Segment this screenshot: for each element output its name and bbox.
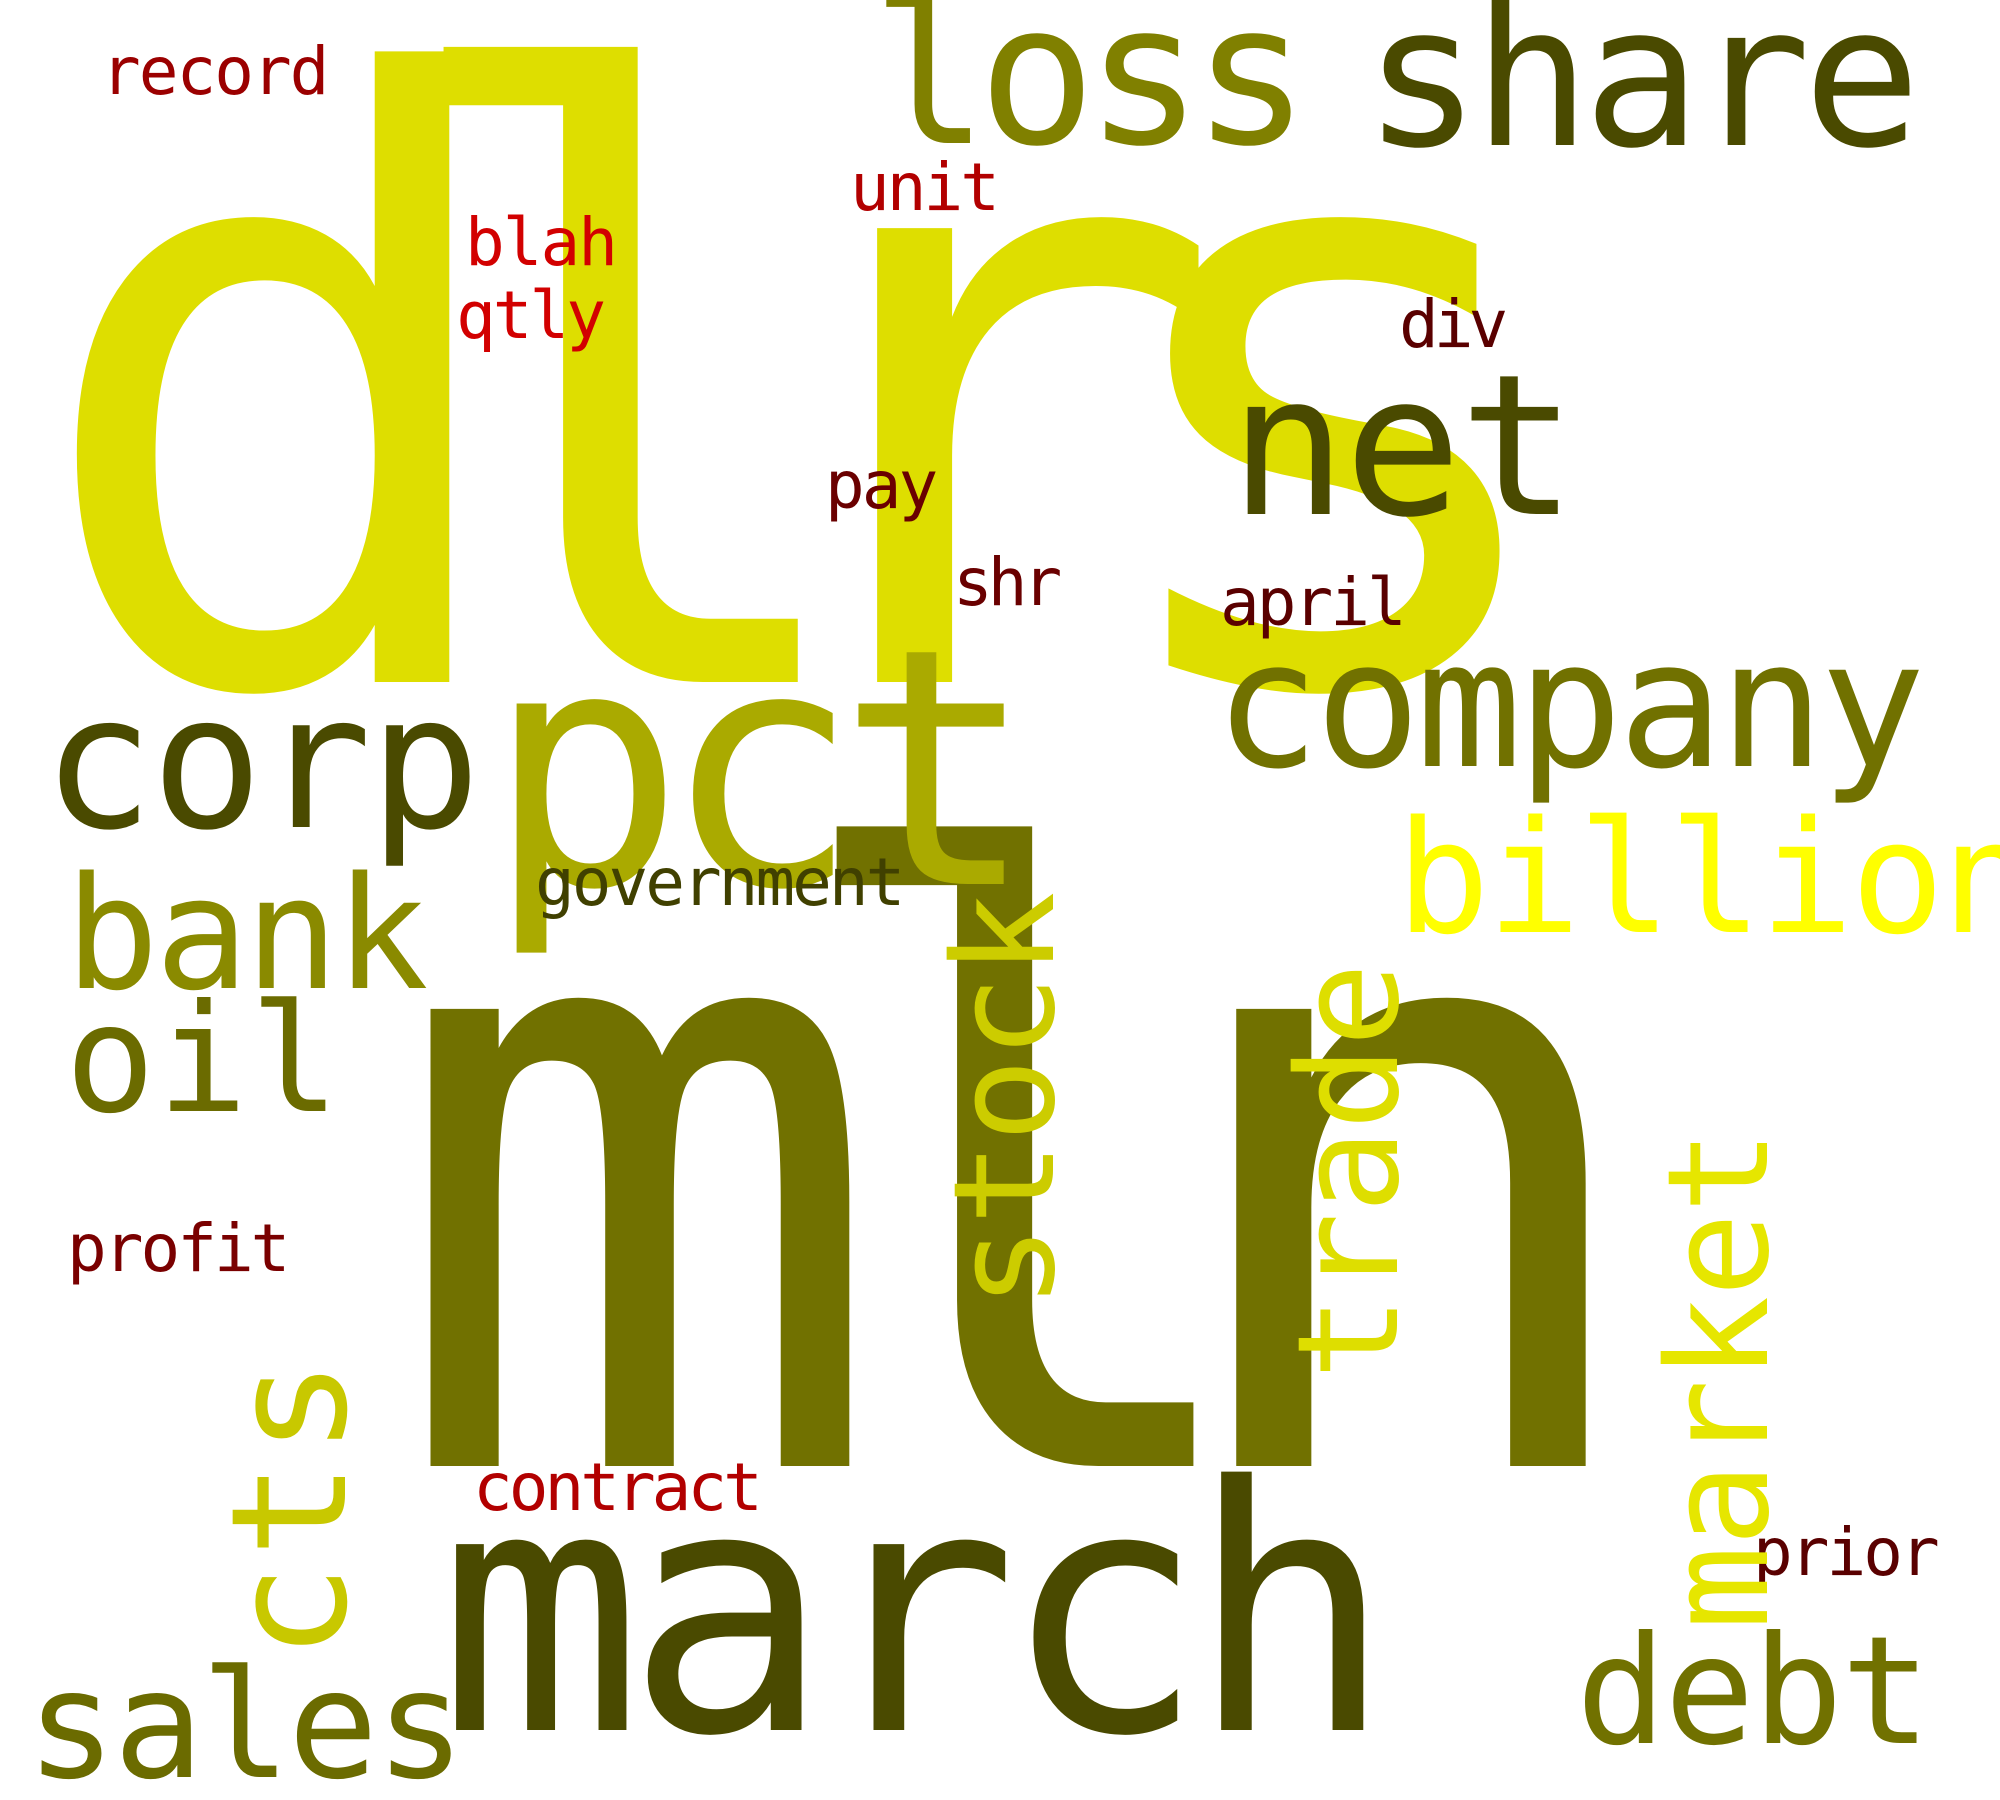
word-record: record — [101, 33, 329, 110]
word-stock: stock — [924, 892, 1087, 1309]
word-qtly: qtly — [456, 277, 606, 354]
word-sales: sales — [26, 1639, 466, 1800]
word-corp: corp — [42, 654, 481, 871]
word-pct: pct — [486, 578, 1036, 962]
word-trade: trade — [1268, 963, 1431, 1380]
word-oil: oil — [65, 973, 342, 1147]
word-div: div — [1399, 286, 1508, 363]
word-government: government — [535, 844, 905, 921]
word-april: april — [1220, 564, 1407, 641]
word-profit: profit — [67, 1210, 290, 1287]
word-contract: contract — [473, 1449, 763, 1526]
word-unit: unit — [850, 149, 1000, 226]
word-mln: mln — [386, 691, 1660, 1664]
word-march: march — [438, 1415, 1393, 1800]
word-bank: bank — [65, 843, 429, 1025]
word-cts: cts — [196, 1353, 383, 1660]
word-dlrs: dlrs — [27, 0, 1582, 878]
word-shr: shr — [953, 544, 1062, 621]
word-billion: billion — [1396, 787, 2000, 969]
word-pay: pay — [825, 447, 938, 524]
word-debt: debt — [1576, 1605, 1931, 1779]
word-blah: blah — [465, 204, 618, 281]
word-share: share — [1363, 0, 1921, 192]
word-prior: prior — [1753, 1514, 1940, 1591]
word-market: market — [1638, 1130, 1801, 1630]
word-net: net — [1229, 333, 1577, 561]
word-loss: loss — [871, 0, 1310, 190]
word-company: company — [1214, 603, 1926, 808]
